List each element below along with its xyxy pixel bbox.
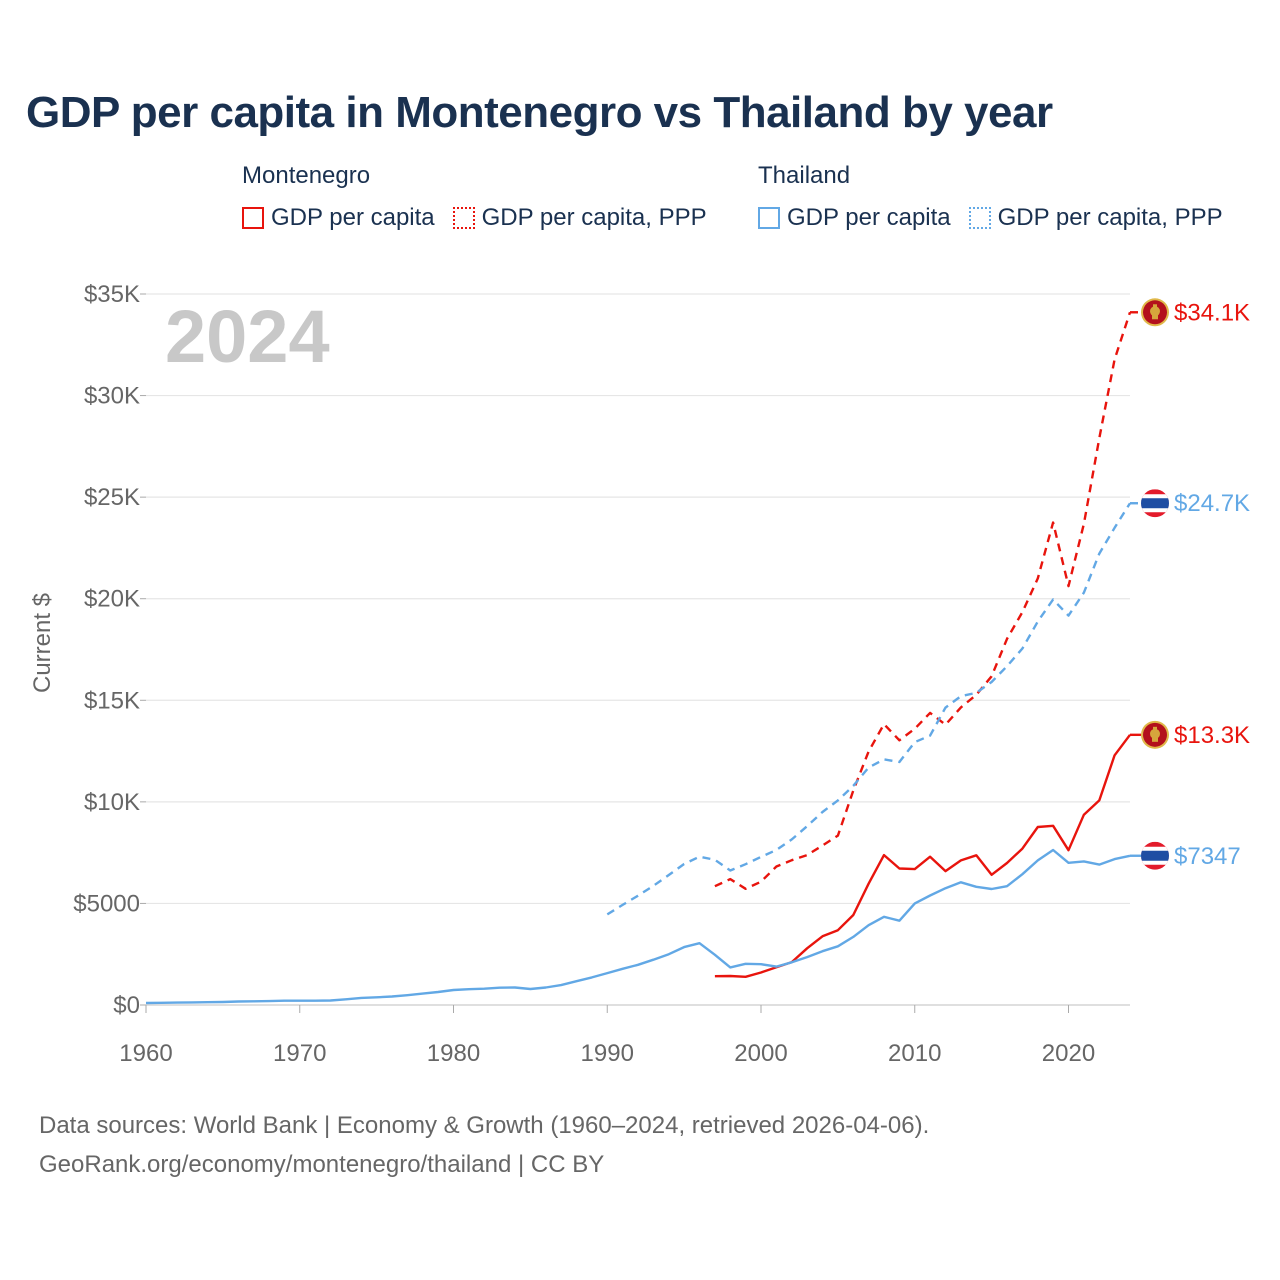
line-chart: $0 $5000 $10K $15K $20K $25K $30K $35K 1960 1970… — [29, 281, 1250, 1067]
thailand-flag — [1141, 489, 1169, 518]
legend-item-montenegro-gdp[interactable]: GDP per capita — [242, 204, 435, 232]
x-tick-label: 2010 — [888, 1040, 941, 1067]
y-tick-label: $0 — [113, 992, 140, 1019]
legend-swatch-solid — [758, 207, 780, 229]
legend-group-title: Thailand — [758, 162, 851, 189]
y-tick-label: $30K — [84, 383, 140, 410]
series-line-montenegro-gdp-per-capita[interactable] — [714, 734, 1131, 978]
legend-item-montenegro-gdp-ppp[interactable]: GDP per capita, PPP — [452, 204, 707, 232]
x-tick-label: 1980 — [427, 1040, 480, 1067]
legend-item-thailand-gdp[interactable]: GDP per capita — [758, 204, 951, 232]
legend-swatch-dotted — [452, 207, 475, 229]
legend-label: GDP per capita, PPP — [481, 204, 707, 231]
legend-group-title: Montenegro — [242, 162, 371, 189]
series-end-label: $7347 — [1174, 843, 1241, 870]
legend-swatch-solid — [242, 207, 264, 229]
legend-label: GDP per capita, PPP — [997, 204, 1223, 231]
x-tick-label: 2000 — [734, 1040, 787, 1067]
credit-link[interactable]: GeoRank.org/economy/montenegro/thailand … — [39, 1151, 605, 1178]
series-line-thailand-gdp-per-capita[interactable] — [145, 848, 1131, 1005]
y-tick-label: $35K — [84, 281, 140, 308]
data-source-note: Data sources: World Bank | Economy & Gro… — [39, 1112, 930, 1139]
series-line-thailand-gdp-per-capita-ppp[interactable] — [606, 502, 1132, 916]
legend-item-thailand-gdp-ppp[interactable]: GDP per capita, PPP — [968, 204, 1223, 232]
y-tick-label: $20K — [84, 586, 140, 613]
y-tick-label: $10K — [84, 789, 140, 816]
montenegro-flag — [1141, 720, 1169, 749]
current-year-label: 2024 — [165, 295, 330, 378]
legend-label: GDP per capita — [787, 204, 951, 231]
series-end-label: $24.7K — [1174, 490, 1250, 517]
montenegro-flag — [1141, 298, 1169, 327]
series-end-label: $34.1K — [1174, 299, 1250, 326]
series-end-label: $13.3K — [1174, 722, 1250, 749]
chart-title: GDP per capita in Montenegro vs Thailand… — [26, 88, 1053, 137]
x-tick-label: 1960 — [119, 1040, 172, 1067]
legend-group-montenegro: Montenegro GDP per capita GDP per capita… — [242, 162, 725, 232]
y-tick-label: $15K — [84, 687, 140, 714]
x-tick-label: 1970 — [273, 1040, 326, 1067]
y-axis-label: Current $ — [29, 593, 56, 693]
thailand-flag — [1141, 841, 1169, 870]
legend-group-thailand: Thailand GDP per capita GDP per capita, … — [758, 162, 1241, 232]
y-tick-label: $5000 — [73, 890, 140, 917]
x-tick-label: 1990 — [581, 1040, 634, 1067]
footer: Data sources: World Bank | Economy & Gro… — [39, 1106, 929, 1184]
x-tick-label: 2020 — [1042, 1040, 1095, 1067]
y-tick-label: $25K — [84, 484, 140, 511]
legend-label: GDP per capita — [271, 204, 435, 231]
legend-swatch-dotted — [968, 207, 991, 229]
